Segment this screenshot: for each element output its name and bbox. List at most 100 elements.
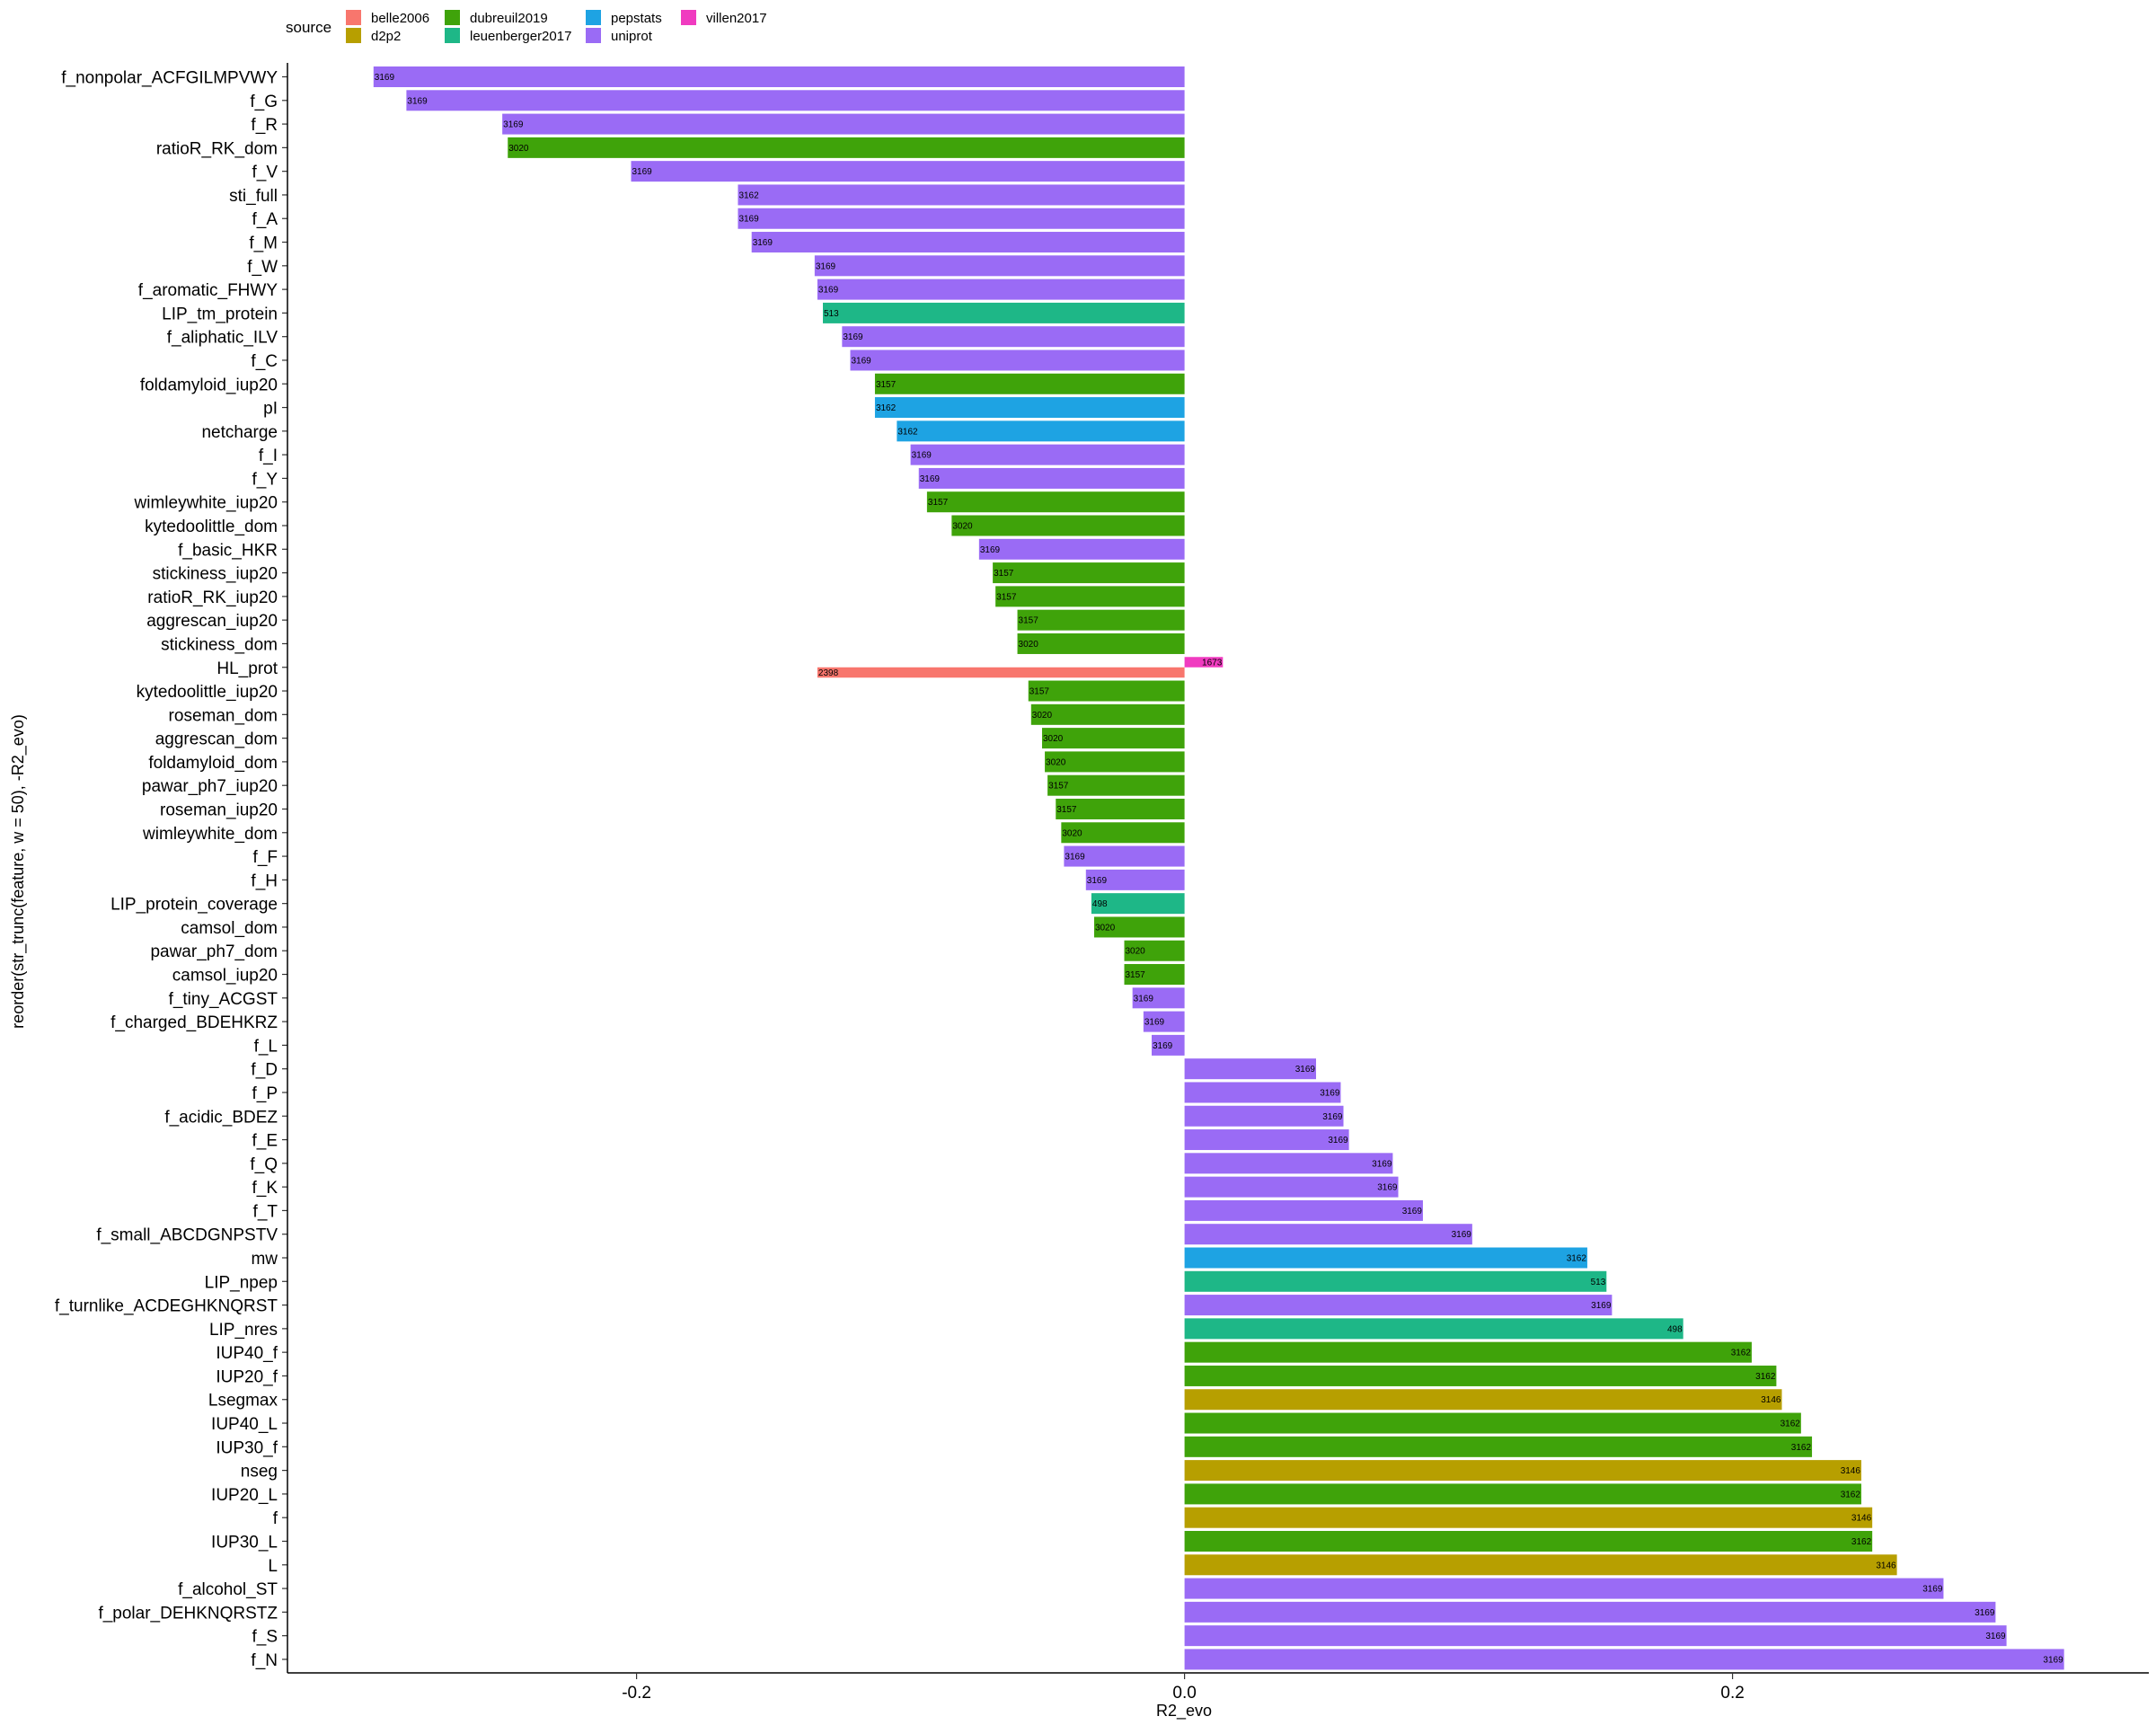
count-label-f-a-uniprot: 3169	[738, 215, 759, 225]
bar-f-w-uniprot	[814, 255, 1185, 277]
count-label-l-d2p2: 3146	[1876, 1561, 1896, 1570]
category-label-f-w: f_W	[247, 258, 278, 277]
category-label-stickiness-iup20: stickiness_iup20	[153, 565, 278, 584]
category-label-aggrescan-dom: aggrescan_dom	[155, 730, 278, 749]
category-label-f-i: f_I	[259, 447, 278, 465]
count-label-f-c-uniprot: 3169	[852, 356, 872, 366]
category-label-foldamyloid-iup20: foldamyloid_iup20	[140, 376, 278, 394]
category-label-hl-prot: HL_prot	[216, 659, 278, 678]
bar-f-g-uniprot	[406, 90, 1185, 111]
category-label-lip-npep: LIP_npep	[205, 1273, 278, 1292]
count-labels: 3169 3169 3169 3020 3169 3162 3169 3169 3169 3169…	[375, 73, 2063, 1665]
count-label-kytedoolittle-iup20-dubreuil2019: 3157	[1029, 687, 1050, 697]
count-label-f-d2p2: 3146	[1851, 1514, 1872, 1524]
count-label-stickiness-iup20-dubreuil2019: 3157	[994, 569, 1014, 579]
bar-mw-pepstats	[1184, 1247, 1587, 1269]
count-label-wimleywhite-iup20-dubreuil2019: 3157	[928, 498, 949, 508]
count-label-foldamyloid-dom-dubreuil2019: 3020	[1046, 757, 1066, 767]
bar-nseg-d2p2	[1184, 1460, 1861, 1482]
category-label-f-m: f_M	[249, 234, 278, 253]
category-label-lip-tm-protein: LIP_tm_protein	[162, 305, 278, 323]
count-label-hl-prot-belle2006: 2398	[818, 668, 839, 678]
bar-iup30-l-dubreuil2019	[1184, 1530, 1873, 1552]
count-label-f-s-uniprot: 3169	[1985, 1632, 2006, 1641]
category-label-f-basic-hkr: f_basic_HKR	[178, 541, 278, 560]
count-label-lip-tm-protein-leuenberger2017: 513	[824, 309, 839, 319]
count-label-ratior-rk-dom-dubreuil2019: 3020	[508, 144, 529, 154]
bar-wimleywhite-dom-dubreuil2019	[1061, 822, 1185, 844]
legend-label-dubreuil2019: dubreuil2019	[470, 11, 548, 26]
bar-f-r-uniprot	[502, 113, 1185, 135]
bars	[373, 66, 2064, 1670]
count-label-f-small-abcdgnpstv-uniprot: 3169	[1452, 1230, 1472, 1240]
count-label-iup40-f-dubreuil2019: 3162	[1731, 1349, 1752, 1358]
count-label-camsol-dom-dubreuil2019: 3020	[1095, 923, 1116, 933]
count-label-f-l-uniprot: 3169	[1153, 1041, 1173, 1051]
category-label-f-turnlike-acdeghknqrst: f_turnlike_ACDEGHKNQRST	[55, 1297, 278, 1316]
axes	[287, 63, 2149, 1674]
bar-f-small-abcdgnpstv-uniprot	[1184, 1224, 1472, 1245]
count-label-mw-pepstats: 3162	[1567, 1254, 1587, 1264]
bar-f-polar-dehknqrstz-uniprot	[1184, 1601, 1996, 1623]
bar-lip-npep-leuenberger2017	[1184, 1270, 1607, 1292]
category-label-f-t: f_T	[253, 1202, 278, 1221]
count-label-f-g-uniprot: 3169	[407, 96, 428, 106]
category-label-roseman-dom: roseman_dom	[169, 706, 278, 725]
bar-f-v-uniprot	[631, 161, 1185, 182]
category-label-mw: mw	[251, 1250, 278, 1269]
bar-hl-prot-villen2017	[1184, 657, 1224, 668]
count-label-f-nonpolar-acfgilmpvwy-uniprot: 3169	[375, 73, 395, 83]
bar-hl-prot-belle2006	[817, 667, 1185, 678]
category-label-netcharge: netcharge	[201, 423, 278, 442]
category-label-kytedoolittle-dom: kytedoolittle_dom	[145, 518, 278, 536]
bar-f-tiny-acgst-uniprot	[1132, 987, 1185, 1009]
bar-f-d-uniprot	[1184, 1058, 1316, 1080]
count-label-stickiness-dom-dubreuil2019: 3020	[1019, 640, 1039, 650]
bar-f-m-uniprot	[751, 232, 1185, 253]
legend-key-villen2017	[681, 10, 696, 25]
category-label-f-nonpolar-acfgilmpvwy: f_nonpolar_ACFGILMPVWY	[61, 69, 278, 88]
count-label-iup20-f-dubreuil2019: 3162	[1755, 1372, 1776, 1382]
legend-label-villen2017: villen2017	[706, 11, 767, 26]
category-label-pawar-ph7-dom: pawar_ph7_dom	[150, 942, 278, 961]
bar-f-k-uniprot	[1184, 1176, 1399, 1198]
count-label-f-aliphatic-ilv-uniprot: 3169	[843, 332, 863, 342]
bar-foldamyloid-dom-dubreuil2019	[1045, 751, 1185, 773]
legend-key-d2p2	[346, 28, 361, 43]
category-label-aggrescan-iup20: aggrescan_iup20	[146, 612, 278, 631]
category-label-f-c: f_C	[251, 352, 278, 371]
category-label-sti-full: sti_full	[229, 187, 278, 206]
legend-key-uniprot	[586, 28, 601, 43]
bar-f-p-uniprot	[1184, 1082, 1341, 1103]
bar-f-charged-bdehkrz-uniprot	[1143, 1011, 1185, 1032]
bar-f-alcohol-st-uniprot	[1184, 1578, 1944, 1599]
category-label-f: f	[273, 1509, 278, 1528]
bar-f-l-uniprot	[1152, 1034, 1185, 1056]
bar-f-s-uniprot	[1184, 1625, 2007, 1647]
count-label-f-turnlike-acdeghknqrst-uniprot: 3169	[1591, 1301, 1612, 1311]
count-label-pawar-ph7-iup20-dubreuil2019: 3157	[1048, 782, 1069, 792]
bar-camsol-dom-dubreuil2019	[1093, 916, 1185, 938]
category-label-f-p: f_P	[252, 1084, 278, 1103]
bar-ratior-rk-dom-dubreuil2019	[508, 137, 1185, 158]
count-label-lip-protein-coverage-leuenberger2017: 498	[1092, 899, 1108, 909]
count-label-camsol-iup20-dubreuil2019: 3157	[1126, 970, 1146, 980]
count-label-nseg-d2p2: 3146	[1841, 1466, 1861, 1476]
bar-f-t-uniprot	[1184, 1199, 1423, 1221]
category-label-f-s: f_S	[252, 1628, 278, 1647]
category-label-pawar-ph7-iup20: pawar_ph7_iup20	[142, 777, 278, 796]
count-label-f-e-uniprot: 3169	[1328, 1136, 1348, 1146]
count-label-f-h-uniprot: 3169	[1087, 876, 1108, 886]
category-label-f-g: f_G	[250, 93, 278, 111]
count-label-roseman-iup20-dubreuil2019: 3157	[1056, 805, 1077, 815]
bar-aggrescan-iup20-dubreuil2019	[1017, 609, 1185, 631]
count-label-f-w-uniprot: 3169	[816, 261, 836, 271]
bar-pi-pepstats	[874, 397, 1185, 419]
category-label-nseg: nseg	[241, 1463, 278, 1482]
bar-roseman-dom-dubreuil2019	[1030, 703, 1185, 725]
legend-key-dubreuil2019	[445, 10, 460, 25]
count-label-f-t-uniprot: 3169	[1402, 1207, 1423, 1216]
category-label-lip-nres: LIP_nres	[209, 1321, 278, 1340]
count-label-pawar-ph7-dom-dubreuil2019: 3020	[1126, 947, 1146, 957]
bar-pawar-ph7-iup20-dubreuil2019	[1047, 774, 1185, 796]
